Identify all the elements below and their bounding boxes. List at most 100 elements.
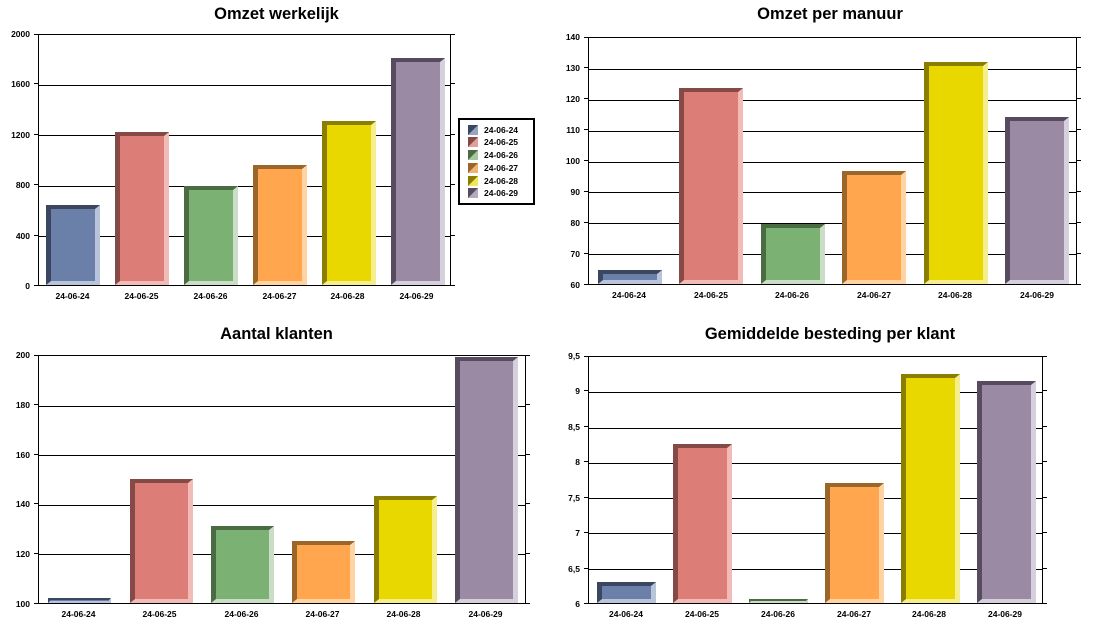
- y-axis-tick-mark: [451, 184, 455, 185]
- y-axis-tick-mark: [584, 497, 588, 498]
- x-axis-category-label: 24-06-28: [330, 291, 365, 301]
- x-axis-category-label: 24-06-29: [1019, 290, 1055, 300]
- y-axis-tick-mark: [1077, 284, 1081, 285]
- y-axis-tick-mark: [451, 34, 455, 35]
- gridline: [39, 505, 525, 506]
- plot-area: [588, 37, 1077, 285]
- y-axis-tick-mark: [1043, 532, 1047, 533]
- y-axis-tick-mark: [584, 568, 588, 569]
- bar-24-06-25: [115, 132, 169, 285]
- chart-legend: 24-06-24 24-06-25 24-06-26 24-06-27 24-06-28…: [458, 118, 535, 205]
- legend-item: 24-06-24: [468, 124, 529, 135]
- bar-24-06-26: [211, 526, 274, 603]
- x-axis-category-label: 24-06-28: [911, 609, 947, 619]
- x-axis-category-label: 24-06-28: [937, 290, 973, 300]
- y-axis-tick-mark: [526, 503, 530, 504]
- y-axis-tick-mark: [34, 553, 38, 554]
- y-axis-tick-mark: [1077, 129, 1081, 130]
- y-axis-tick-mark: [1077, 160, 1081, 161]
- y-axis-tick-mark: [584, 191, 588, 192]
- y-axis-tick-mark: [1043, 426, 1047, 427]
- y-axis-tick-label: 0: [25, 281, 30, 291]
- gridline: [589, 498, 1042, 499]
- y-axis-tick-mark: [451, 285, 455, 286]
- y-axis-tick-mark: [1077, 191, 1081, 192]
- chart-title: Aantal klanten: [220, 325, 333, 343]
- x-axis-category-label: 24-06-24: [55, 291, 90, 301]
- y-axis-tick-mark: [451, 235, 455, 236]
- gridline: [589, 100, 1076, 101]
- legend-color-swatch-24-06-26: [468, 150, 478, 161]
- y-axis-tick-mark: [34, 34, 38, 35]
- plot-area: [38, 34, 451, 286]
- y-axis-tick-label: 100: [565, 156, 580, 166]
- x-axis-category-label: 24-06-24: [611, 290, 647, 300]
- legend-item: 24-06-25: [468, 137, 529, 148]
- y-axis-tick-label: 80: [570, 218, 580, 228]
- bar-24-06-25: [130, 479, 193, 603]
- chart-omzet-werkelijk: Omzet werkelijk 24-06-24 24-06-25 24-06-26…: [0, 0, 553, 312]
- y-axis-tick-label: 90: [570, 187, 580, 197]
- gridline: [39, 406, 525, 407]
- legend-label: 24-06-26: [484, 150, 519, 161]
- x-axis-category-label: 24-06-26: [760, 609, 796, 619]
- y-axis-tick-mark: [1077, 37, 1081, 38]
- x-axis-category-label: 24-06-26: [774, 290, 810, 300]
- x-axis-category-label: 24-06-26: [193, 291, 228, 301]
- y-axis-tick-mark: [584, 222, 588, 223]
- plot-area: [38, 355, 526, 604]
- y-axis-tick-mark: [526, 355, 530, 356]
- y-axis-tick-label: 8: [575, 457, 580, 467]
- y-axis-tick-mark: [1077, 222, 1081, 223]
- y-axis-tick-label: 6: [575, 599, 580, 609]
- legend-color-swatch-24-06-25: [468, 137, 478, 148]
- chart-title: Gemiddelde besteding per klant: [704, 325, 956, 343]
- y-axis-tick-label: 800: [15, 180, 30, 190]
- y-axis-tick-label: 140: [565, 32, 580, 42]
- y-axis-tick-label: 100: [15, 599, 30, 609]
- bar-24-06-24: [48, 598, 111, 603]
- y-axis-tick-mark: [584, 37, 588, 38]
- y-axis-tick-label: 400: [15, 231, 30, 241]
- y-axis-tick-label: 130: [565, 63, 580, 73]
- chart-title: Omzet werkelijk: [214, 5, 339, 23]
- y-axis-tick-mark: [526, 454, 530, 455]
- y-axis-tick-mark: [34, 503, 38, 504]
- legend-label: 24-06-27: [484, 162, 519, 173]
- legend-color-swatch-24-06-24: [468, 124, 478, 135]
- y-axis-tick-mark: [584, 284, 588, 285]
- y-axis-tick-mark: [34, 235, 38, 236]
- y-axis-tick-label: 120: [15, 549, 30, 559]
- y-axis-tick-label: 8,5: [568, 422, 580, 432]
- y-axis-tick-mark: [1043, 356, 1047, 357]
- x-axis-category-label: 24-06-24: [608, 609, 644, 619]
- legend-label: 24-06-29: [484, 188, 519, 199]
- y-axis-tick-mark: [584, 603, 588, 604]
- bar-24-06-29: [1005, 117, 1069, 284]
- y-axis-tick-mark: [584, 129, 588, 130]
- gridline: [39, 455, 525, 456]
- gridline: [589, 254, 1076, 255]
- y-axis-tick-mark: [584, 532, 588, 533]
- x-axis-category-label: 24-06-25: [684, 609, 720, 619]
- legend-item: 24-06-29: [468, 188, 529, 199]
- y-axis-tick-label: 9,5: [568, 351, 580, 361]
- y-axis-tick-mark: [1043, 390, 1047, 391]
- bar-24-06-26: [184, 186, 238, 285]
- x-axis-category-label: 24-06-29: [987, 609, 1023, 619]
- gridline: [589, 463, 1042, 464]
- gridline: [39, 236, 450, 237]
- y-axis-tick-mark: [34, 404, 38, 405]
- y-axis-tick-label: 9: [575, 386, 580, 396]
- y-axis-tick-label: 7: [575, 528, 580, 538]
- y-axis-tick-mark: [584, 356, 588, 357]
- chart-omzet-per-manuur: Omzet per manuur 60 70 80 90 100 110 120 130 140…: [553, 0, 1107, 312]
- legend-color-swatch-24-06-27: [468, 162, 478, 173]
- chart-title: Omzet per manuur: [757, 5, 903, 23]
- bar-24-06-24: [597, 582, 656, 603]
- bar-24-06-28: [374, 496, 437, 603]
- legend-label: 24-06-25: [484, 137, 519, 148]
- y-axis-tick-label: 1600: [11, 79, 30, 89]
- gridline: [589, 69, 1076, 70]
